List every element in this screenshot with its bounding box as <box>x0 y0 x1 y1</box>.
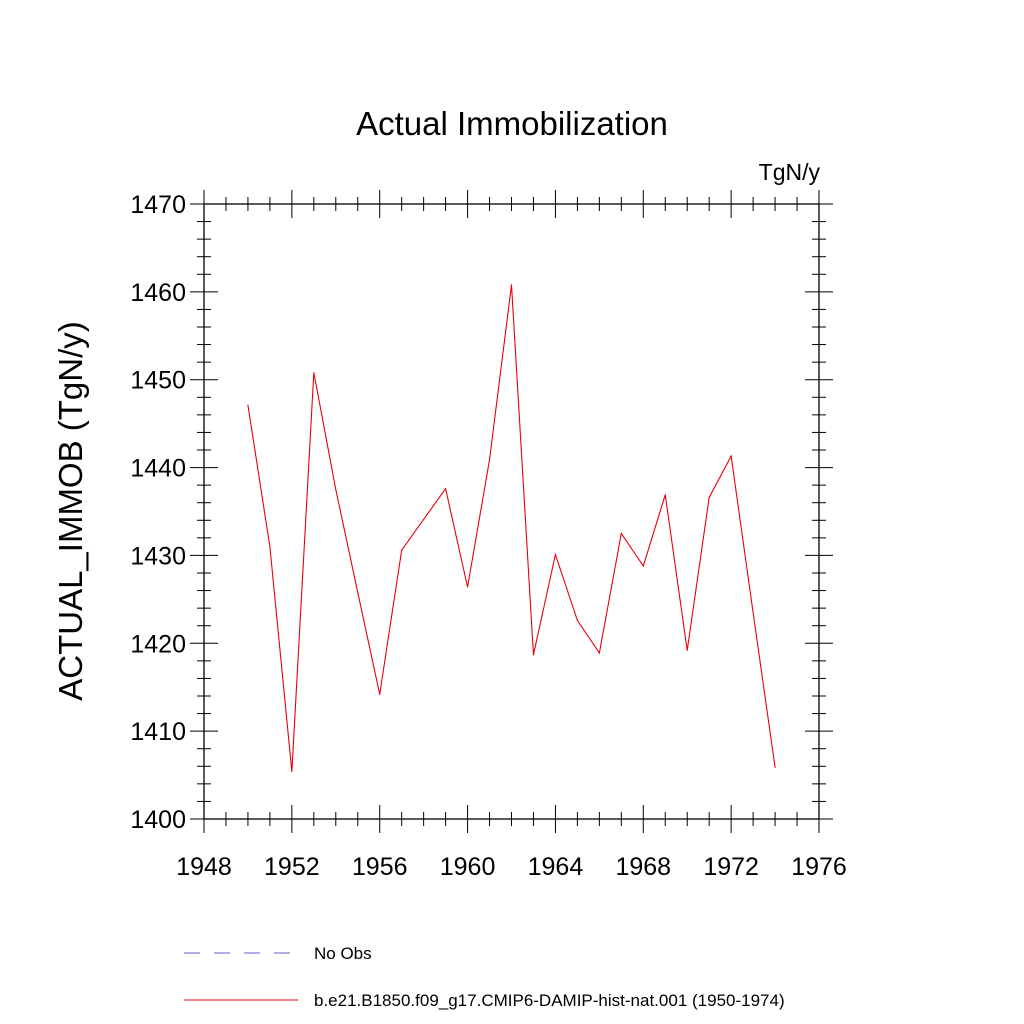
y-tick-label: 1430 <box>130 542 186 570</box>
data-point <box>445 488 447 490</box>
data-point <box>532 654 535 656</box>
data-point <box>620 532 622 535</box>
x-tick-label: 1956 <box>352 853 408 881</box>
data-point <box>686 649 688 651</box>
data-point <box>664 494 666 496</box>
legend-label: No Obs <box>314 944 372 963</box>
plot-frame <box>203 203 820 820</box>
data-point <box>730 455 732 457</box>
data-point <box>576 619 578 622</box>
data-point <box>752 611 754 614</box>
data-point <box>708 496 710 499</box>
y-tick-label: 1400 <box>130 806 186 834</box>
data-point <box>269 546 271 548</box>
legend-label: b.e21.B1850.f09_g17.CMIP6-DAMIP-hist-nat… <box>314 991 785 1010</box>
x-tick-label: 1968 <box>615 853 671 881</box>
x-tick-label: 1952 <box>264 853 320 881</box>
x-tick-label: 1976 <box>791 853 847 881</box>
y-tick-label: 1470 <box>130 191 186 219</box>
data-point <box>379 693 381 695</box>
data-point <box>401 549 403 551</box>
data-point <box>554 553 557 556</box>
data-point <box>488 459 491 461</box>
y-tick-label: 1440 <box>130 455 186 483</box>
units-label: TgN/y <box>759 159 821 185</box>
x-tick-label: 1960 <box>440 853 496 881</box>
data-point <box>466 586 469 588</box>
legend: No Obs b.e21.B1850.f09_g17.CMIP6-DAMIP-hi… <box>184 944 785 1010</box>
data-point <box>510 284 513 286</box>
data-point <box>313 372 315 374</box>
data-point <box>357 591 359 593</box>
y-tick-label: 1420 <box>130 630 186 658</box>
plot-area: 1400 1410 1420 1430 1440 1450 1460 1470 1948 1952… <box>130 190 847 881</box>
x-tick-label: 1948 <box>176 853 232 881</box>
series-line <box>247 284 776 772</box>
data-point <box>247 404 249 406</box>
data-point <box>335 488 337 491</box>
x-tick-label: 1964 <box>528 853 584 881</box>
y-tick-label: 1410 <box>130 718 186 746</box>
data-point <box>423 518 425 521</box>
y-tick-label: 1460 <box>130 279 186 307</box>
chart-title: Actual Immobilization <box>356 105 668 142</box>
data-point <box>774 766 776 768</box>
y-tick-label: 1450 <box>130 367 186 395</box>
data-point <box>291 770 293 773</box>
data-point <box>598 652 600 654</box>
y-axis-label: ACTUAL_IMMOB (TgN/y) <box>52 321 89 701</box>
data-point <box>642 565 644 567</box>
x-tick-label: 1972 <box>703 853 759 881</box>
